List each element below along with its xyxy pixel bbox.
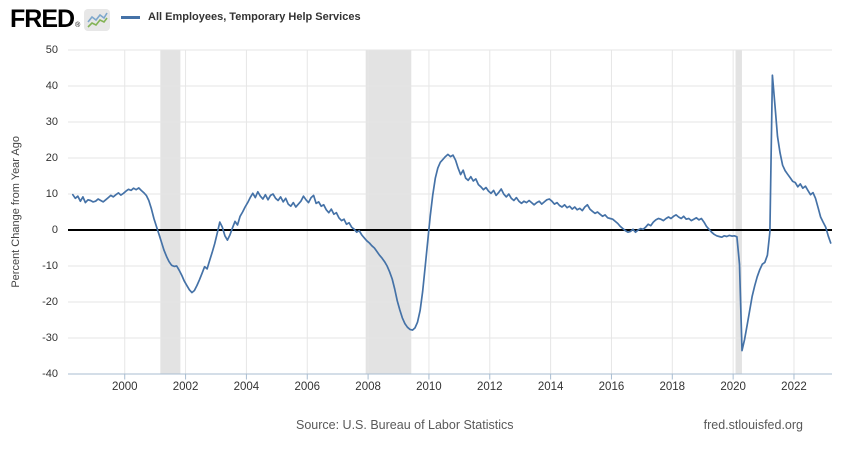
source-note: Source: U.S. Bureau of Labor Statistics bbox=[296, 418, 514, 432]
y-axis-title-wrap: Percent Change from Year Ago bbox=[10, 50, 22, 374]
x-tick-label: 2010 bbox=[416, 381, 442, 393]
recession-band bbox=[735, 50, 742, 374]
fred-logo: FRED ® bbox=[10, 5, 111, 33]
fred-logo-chart-icon bbox=[84, 9, 111, 31]
x-tick-label: 2018 bbox=[659, 381, 686, 393]
y-tick-label: -10 bbox=[42, 259, 58, 272]
x-tick-label: 2006 bbox=[294, 381, 321, 393]
data-line bbox=[71, 74, 832, 352]
y-tick-label: 50 bbox=[45, 43, 58, 56]
recession-band bbox=[365, 50, 412, 374]
y-tick-label: 0 bbox=[51, 223, 58, 236]
x-tick-label: 2002 bbox=[172, 381, 199, 393]
legend-line-swatch bbox=[121, 15, 140, 19]
x-tick-label: 2020 bbox=[720, 381, 746, 393]
y-tick-label: 30 bbox=[45, 115, 58, 128]
x-tick-label: 2022 bbox=[781, 381, 807, 393]
y-tick-label: 20 bbox=[45, 151, 58, 164]
y-tick-label: -30 bbox=[42, 331, 58, 344]
y-tick-label: -40 bbox=[42, 367, 58, 380]
y-tick-label: 40 bbox=[45, 79, 58, 92]
legend: All Employees, Temporary Help Services bbox=[121, 11, 361, 23]
x-tick-label: 2014 bbox=[537, 381, 564, 393]
y-tick-label: 10 bbox=[45, 187, 58, 200]
x-tick-label: 2004 bbox=[233, 381, 260, 393]
recession-band bbox=[160, 50, 181, 374]
registered-mark-icon: ® bbox=[75, 22, 81, 29]
x-tick-label: 2016 bbox=[598, 381, 625, 393]
x-tick-label: 2012 bbox=[476, 381, 503, 393]
fred-logo-text: FRED bbox=[10, 5, 75, 33]
x-tick-label: 2000 bbox=[111, 381, 138, 393]
site-link[interactable]: fred.stlouisfed.org bbox=[703, 418, 803, 432]
y-tick-label: -20 bbox=[42, 295, 58, 308]
x-tick-label: 2008 bbox=[355, 381, 381, 393]
legend-series-label: All Employees, Temporary Help Services bbox=[148, 11, 361, 23]
